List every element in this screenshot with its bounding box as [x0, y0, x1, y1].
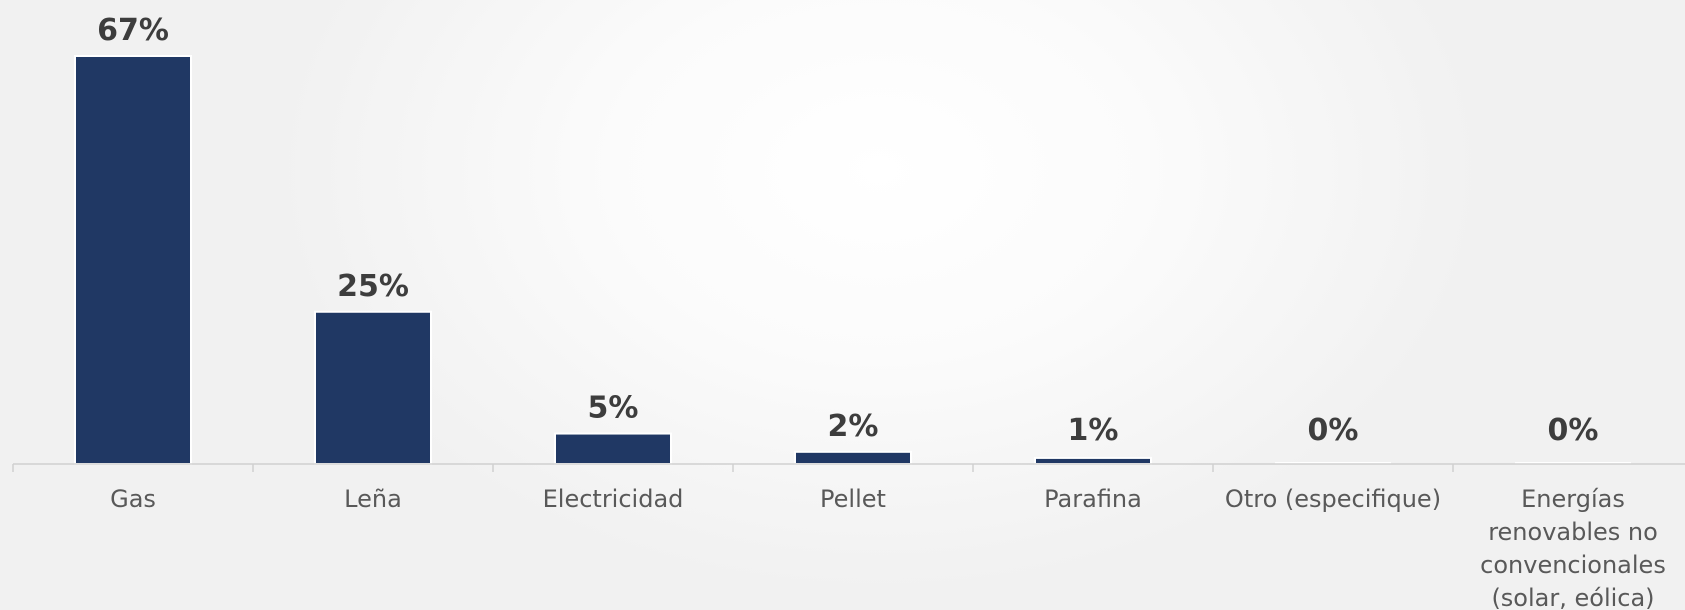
category-labels-group: Gas Leña Electricidad Pellet Parafina Otro (e… — [110, 485, 1666, 610]
category-label-line: Electricidad — [543, 485, 684, 513]
category-label: Electricidad — [543, 485, 684, 513]
bar — [1034, 456, 1152, 466]
category-label-line: Energías — [1521, 485, 1625, 513]
category-label: Energías renovables no convencionales (sola… — [1480, 485, 1666, 610]
category-label: Leña — [344, 485, 402, 513]
data-label: 0% — [1548, 413, 1599, 448]
bar — [1275, 462, 1391, 464]
data-label: 67% — [97, 13, 169, 48]
category-label-line: Pellet — [820, 485, 886, 513]
category-label-line: Leña — [344, 485, 402, 513]
category-label-line: Otro (especifique) — [1225, 485, 1441, 513]
bars-group — [74, 55, 1631, 466]
data-label: 0% — [1308, 413, 1359, 448]
value-labels-group: 67% 25% 5% 2% 1% 0% 0% — [97, 13, 1598, 448]
bar — [314, 310, 432, 465]
category-label: Pellet — [820, 485, 886, 513]
category-label-line: convencionales — [1480, 551, 1666, 579]
data-label: 5% — [588, 391, 639, 426]
bar — [1515, 462, 1631, 464]
category-label: Otro (especifique) — [1225, 485, 1441, 513]
x-axis — [12, 463, 1685, 472]
category-label-line: (solar, eólica) — [1491, 584, 1654, 610]
data-label: 2% — [828, 409, 879, 444]
bar — [554, 432, 672, 466]
bar — [794, 450, 912, 465]
category-label: Parafina — [1044, 485, 1142, 513]
data-label: 25% — [337, 269, 409, 304]
data-label: 1% — [1068, 413, 1119, 448]
category-label-line: Parafina — [1044, 485, 1142, 513]
category-label: Gas — [110, 485, 156, 513]
bar — [74, 55, 192, 465]
category-label-line: Gas — [110, 485, 156, 513]
category-label-line: renovables no — [1488, 518, 1658, 546]
